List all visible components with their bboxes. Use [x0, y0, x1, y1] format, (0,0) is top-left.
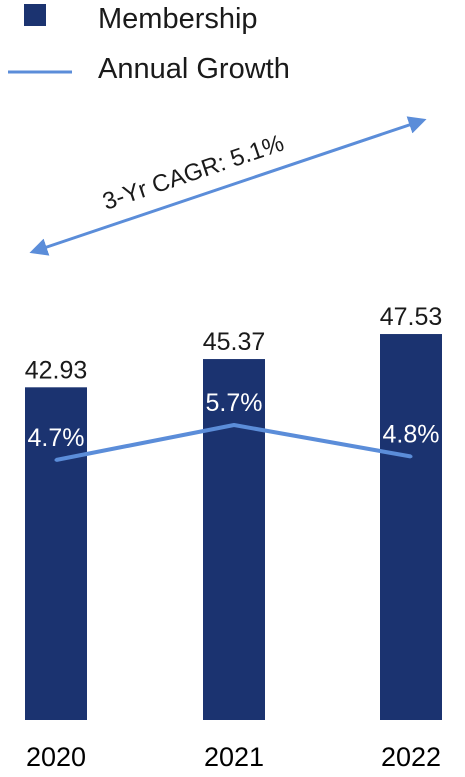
growth-value-label-2020: 4.7%: [28, 424, 85, 452]
growth-value-label-2021: 5.7%: [206, 389, 263, 417]
x-axis-label-2020: 2020: [26, 742, 86, 772]
legend-membership-swatch: [24, 4, 46, 26]
bar-value-label-2021: 45.37: [203, 328, 266, 356]
legend: Membership Annual Growth: [8, 3, 290, 85]
growth-value-labels: 4.7% 5.7% 4.8%: [28, 389, 440, 452]
x-axis-label-2022: 2022: [381, 742, 441, 772]
x-axis-labels: 2020 2021 2022: [26, 742, 441, 772]
bar-2022: [380, 334, 442, 720]
growth-point-2020: [54, 458, 58, 462]
legend-membership-label: Membership: [98, 3, 258, 35]
bar-series: [25, 334, 442, 720]
bar-value-label-2020: 42.93: [25, 356, 88, 384]
growth-series: [54, 423, 413, 462]
growth-point-2022: [409, 455, 413, 458]
legend-growth-label: Annual Growth: [98, 53, 290, 85]
bar-value-label-2022: 47.53: [380, 303, 443, 331]
bar-value-labels: 42.93 45.37 47.53: [25, 303, 443, 384]
growth-value-label-2022: 4.8%: [383, 421, 440, 449]
cagr-label: 3-Yr CAGR: 5.1%: [99, 130, 287, 216]
bar-2020: [25, 387, 87, 720]
x-axis-label-2021: 2021: [204, 742, 264, 772]
cagr-annotation: 3-Yr CAGR: 5.1%: [29, 116, 427, 256]
bar-2021: [203, 359, 265, 720]
growth-point-2021: [232, 423, 236, 427]
cagr-double-arrow: [29, 116, 427, 256]
